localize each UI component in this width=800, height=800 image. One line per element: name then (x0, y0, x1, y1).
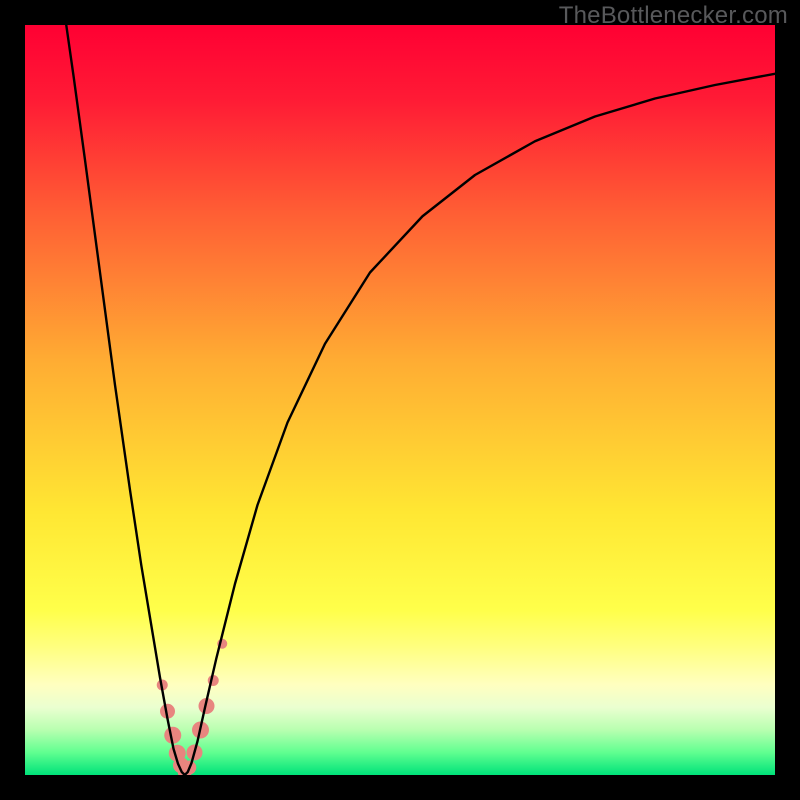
watermark-text: TheBottlenecker.com (559, 2, 788, 30)
plot-area (25, 25, 775, 775)
chart-svg (25, 25, 775, 775)
bottleneck-curve (66, 25, 775, 775)
chart-frame: TheBottlenecker.com (0, 0, 800, 800)
